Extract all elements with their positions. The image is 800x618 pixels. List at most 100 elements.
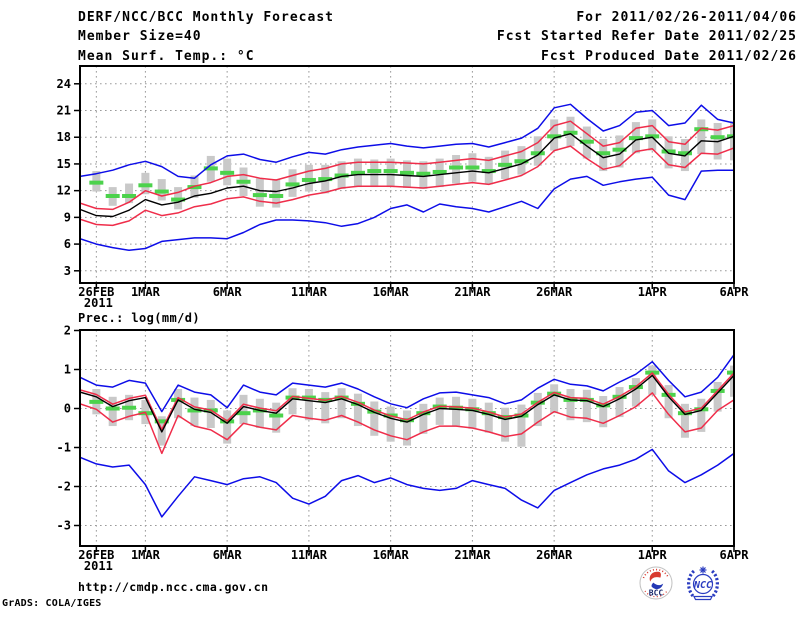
member-spread-bar [517, 404, 526, 447]
member-spread-bar [370, 401, 379, 436]
ensemble-plus-std-line [80, 372, 734, 431]
member-spread-bar [730, 121, 734, 161]
ensemble-max-line [80, 103, 734, 179]
member-spread-bar [272, 179, 281, 208]
member-spread-bar [255, 178, 264, 207]
member-spread-bar [713, 381, 722, 412]
ensemble-min-line [80, 448, 734, 518]
observation-dash [596, 151, 611, 156]
member-spread-bar [255, 398, 264, 428]
bcc-logo-text: BCC [649, 589, 664, 598]
ncc-logo-text: NCC [693, 580, 712, 591]
ncc-logo-top-emblem [699, 566, 707, 574]
observation-dash [334, 395, 349, 400]
member-spread-bar [370, 159, 379, 188]
x-tick-label: 26MAR [536, 285, 573, 299]
x-tick-year-label: 2011 [84, 296, 113, 310]
observation-dash [449, 165, 464, 170]
y-tick-label: 1 [64, 363, 71, 377]
source-url: http://cmdp.ncc.cma.gov.cn [78, 580, 269, 594]
observation-dash [334, 173, 349, 178]
x-tick-year-label: 2011 [84, 559, 113, 573]
y-tick-label: 6 [64, 237, 71, 251]
observation-dash [498, 162, 513, 167]
observation-dash [579, 139, 594, 144]
member-spread-bar [304, 389, 313, 421]
ensemble-mean-line [80, 132, 734, 218]
observation-dash [432, 169, 447, 174]
member-spread-bar [664, 385, 673, 419]
y-tick-label: 18 [57, 130, 71, 144]
member-spread-bar [288, 388, 297, 415]
observation-dash [252, 193, 267, 198]
observation-dash [727, 134, 734, 139]
ncc-logo-right-wreath [710, 569, 719, 598]
ensemble-mean-line [80, 374, 734, 433]
ncc-logo-banner [693, 595, 713, 601]
x-tick-label: 11MAR [291, 285, 328, 299]
x-tick-label: 16MAR [373, 548, 410, 562]
observation-dash [628, 136, 643, 141]
member-spread-bar [223, 410, 232, 444]
member-spread-bar [272, 402, 281, 433]
grads-credit: GrADS: COLA/IGES [2, 598, 102, 609]
observation-dash [481, 169, 496, 174]
observation-dash [416, 411, 431, 416]
ensemble-min-line [80, 169, 734, 252]
observation-dash [350, 401, 365, 406]
member-spread-bar [648, 365, 657, 395]
x-tick-label: 1MAR [131, 548, 161, 562]
x-tick-label: 16MAR [373, 285, 410, 299]
ensemble-max-line [80, 354, 734, 413]
panel2-title: Prec.: log(mm/d) [78, 311, 200, 325]
member-spread-bar [484, 402, 493, 433]
x-tick-label: 1APR [638, 548, 668, 562]
observation-dash [138, 183, 153, 188]
member-spread-bar [533, 136, 542, 166]
observation-dash [350, 170, 365, 175]
observation-dash [449, 405, 464, 410]
observation-dash [122, 193, 137, 198]
x-tick-label: 1APR [638, 285, 668, 299]
member-spread-bar [566, 389, 575, 421]
observation-dash [710, 135, 725, 140]
x-tick-label: 26FEB [78, 548, 114, 562]
observation-dash [694, 407, 709, 412]
member-spread-bar [501, 407, 510, 442]
ncc-logo: NCC [687, 566, 719, 601]
member-spread-bar [174, 389, 183, 419]
observation-dash [318, 177, 333, 182]
member-spread-bar [533, 392, 542, 427]
observation-dash [171, 197, 186, 202]
ensemble-minus-std-line [80, 392, 734, 455]
observation-dash [236, 179, 251, 184]
x-tick-label: 21MAR [454, 285, 491, 299]
page-title: DERF/NCC/BCC Monthly Forecast [78, 10, 334, 25]
ensemble-minus-std-line [80, 145, 734, 227]
bcc-logo: BCC [639, 566, 673, 600]
logo-group: BCC NCC [638, 564, 725, 604]
member-spread-bar [108, 396, 117, 427]
observation-dash [154, 419, 169, 424]
y-tick-label: 3 [64, 264, 71, 278]
observation-dash [563, 130, 578, 135]
bcc-logo-top-text-arc [642, 568, 670, 579]
observation-dash [416, 171, 431, 176]
observation-dash [367, 169, 382, 174]
x-tick-label: 1MAR [131, 285, 161, 299]
member-spread-bar [452, 396, 461, 427]
member-spread-bar [631, 378, 640, 407]
fcst-produced-label: Fcst Produced Date 2011/02/26 [541, 49, 797, 64]
x-tick-label: 11MAR [291, 548, 328, 562]
observation-dash [727, 370, 734, 375]
observation-dash [301, 395, 316, 400]
x-tick-label: 21MAR [454, 548, 491, 562]
observation-dash [514, 159, 529, 164]
y-tick-label: -1 [57, 441, 71, 455]
x-tick-label: 26FEB [78, 285, 114, 299]
y-tick-label: -3 [57, 519, 71, 533]
member-spread-bar [697, 398, 706, 432]
member-spread-bar [239, 394, 248, 425]
observation-dash [236, 411, 251, 416]
